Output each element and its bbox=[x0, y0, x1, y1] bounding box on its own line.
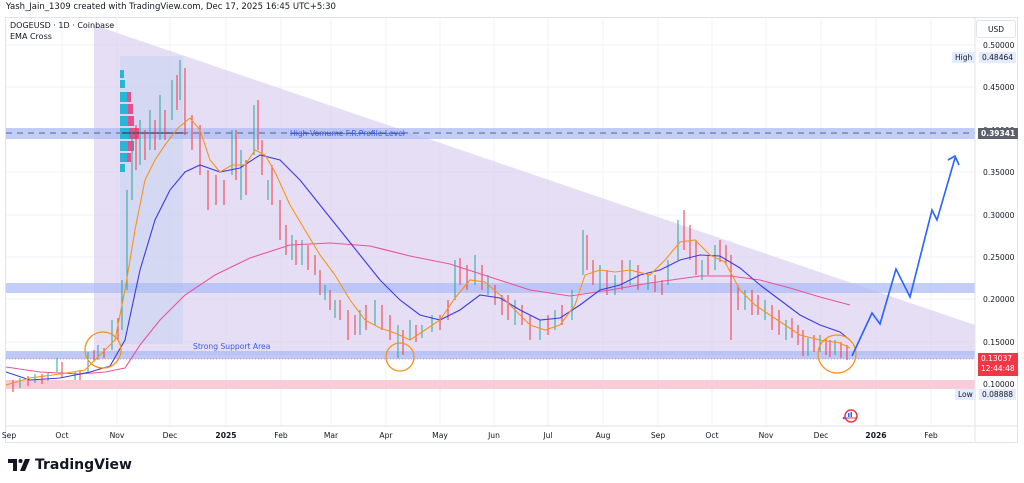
high-value: 0.48464 bbox=[979, 52, 1017, 63]
ema-mid-line bbox=[5, 154, 851, 381]
svg-text:Oct: Oct bbox=[55, 431, 68, 440]
low-label: Low bbox=[955, 389, 976, 400]
candles bbox=[12, 60, 848, 392]
chart-legend: DOGEUSD · 1D · Coinbase EMA Cross bbox=[10, 20, 114, 42]
svg-text:Feb: Feb bbox=[924, 431, 938, 440]
svg-text:2025: 2025 bbox=[215, 431, 236, 440]
projection-arrowhead bbox=[947, 154, 960, 166]
svg-text:Aug: Aug bbox=[596, 431, 611, 440]
descending-triangle bbox=[94, 25, 975, 355]
currency-button[interactable]: USD bbox=[976, 20, 1016, 38]
svg-text:Apr: Apr bbox=[379, 431, 393, 440]
svg-text:Jul: Jul bbox=[542, 431, 552, 440]
svg-text:0.20000: 0.20000 bbox=[983, 295, 1015, 304]
last-price-value: 0.13037 bbox=[981, 354, 1013, 363]
svg-text:0.10000: 0.10000 bbox=[983, 380, 1015, 389]
symbol-label: DOGEUSD · 1D · Coinbase bbox=[10, 21, 115, 30]
projection-path bbox=[851, 157, 956, 357]
price-axis[interactable]: 0.50000 0.45000 0.40000 0.35000 0.30000 … bbox=[983, 41, 1015, 389]
svg-text:0.15000: 0.15000 bbox=[983, 338, 1015, 347]
brand-name: TradingView bbox=[35, 457, 132, 473]
svg-text:0.30000: 0.30000 bbox=[983, 211, 1015, 220]
last-price-tag: 0.13037 12:44:48 bbox=[978, 353, 1018, 376]
svg-text:Jun: Jun bbox=[487, 431, 500, 440]
svg-text:Dec: Dec bbox=[163, 431, 178, 440]
volume-level-price-tag: 0.39341 bbox=[978, 128, 1019, 139]
tradingview-logo-icon bbox=[8, 459, 30, 471]
svg-text:0.35000: 0.35000 bbox=[983, 168, 1015, 177]
support-zone bbox=[6, 351, 975, 359]
highlight-circle-dec bbox=[817, 334, 857, 374]
svg-text:Dec: Dec bbox=[814, 431, 829, 440]
resistance-zone bbox=[6, 283, 975, 293]
highlight-circle-apr bbox=[385, 342, 415, 372]
svg-text:Nov: Nov bbox=[110, 431, 125, 440]
svg-text:Feb: Feb bbox=[274, 431, 288, 440]
svg-text:2026: 2026 bbox=[865, 431, 886, 440]
tradingview-logo[interactable]: TradingView bbox=[8, 457, 132, 473]
highlight-circle-oct bbox=[84, 331, 122, 369]
ema-fast-line bbox=[5, 117, 851, 386]
time-axis[interactable]: Sep Oct Nov Dec 2025 Feb Mar Apr May Jun… bbox=[2, 431, 938, 440]
chart-credit: Yash_Jain_1309 created with TradingView.… bbox=[6, 2, 336, 12]
svg-text:Nov: Nov bbox=[759, 431, 774, 440]
volume-profile-label: High Vomume F.R.Profile Level bbox=[290, 129, 405, 138]
bar-countdown: 12:44:48 bbox=[981, 364, 1015, 373]
svg-text:Mar: Mar bbox=[324, 431, 339, 440]
svg-text:Sep: Sep bbox=[2, 431, 16, 440]
chart-frame bbox=[5, 17, 1018, 443]
ema-slow-line bbox=[5, 242, 851, 375]
high-label: High bbox=[952, 52, 976, 63]
economic-event-icon[interactable] bbox=[842, 409, 858, 423]
support-area-label: Strong Support Area bbox=[193, 342, 270, 351]
low-value: 0.08888 bbox=[979, 389, 1017, 400]
indicator-label: EMA Cross bbox=[10, 32, 52, 41]
low-zone bbox=[6, 380, 975, 389]
svg-text:0.25000: 0.25000 bbox=[983, 253, 1015, 262]
svg-text:Oct: Oct bbox=[705, 431, 718, 440]
svg-text:0.45000: 0.45000 bbox=[983, 83, 1015, 92]
svg-text:0.50000: 0.50000 bbox=[983, 41, 1015, 50]
svg-text:Sep: Sep bbox=[651, 431, 665, 440]
svg-text:May: May bbox=[432, 431, 448, 440]
